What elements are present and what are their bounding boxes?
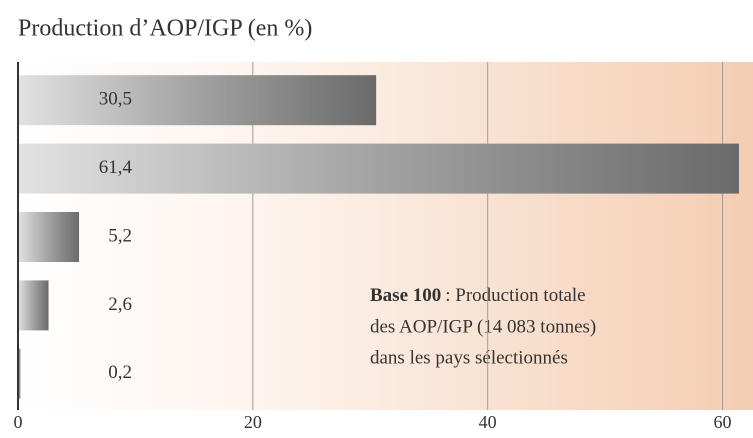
- value-label: 61,4: [99, 157, 133, 178]
- annotation: Base 100: Production totale des AOP/IGP (…: [370, 285, 596, 368]
- annotation-line: dans les pays sélectionnés: [370, 347, 568, 368]
- value-label: 5,2: [108, 225, 132, 246]
- bar: [18, 348, 21, 399]
- annotation-text: : Production totale: [445, 285, 585, 306]
- annotation-bold: Base 100: [370, 285, 441, 306]
- x-tick-label: 40: [479, 412, 497, 432]
- x-tick-label: 20: [244, 412, 262, 432]
- bar: [18, 280, 49, 331]
- bar: [18, 212, 80, 262]
- x-tick-label: 0: [14, 412, 23, 432]
- value-label: 2,6: [108, 294, 132, 315]
- value-label: 30,5: [99, 89, 132, 110]
- value-label: 0,2: [108, 362, 132, 383]
- annotation-line: Base 100: Production totale: [370, 285, 586, 306]
- x-tick-label: 60: [714, 412, 732, 432]
- chart-title: Production d’AOP/IGP (en %): [18, 16, 312, 42]
- bar: [18, 75, 377, 126]
- bar: [18, 143, 739, 194]
- annotation-line: des AOP/IGP (14 083 tonnes): [370, 316, 596, 337]
